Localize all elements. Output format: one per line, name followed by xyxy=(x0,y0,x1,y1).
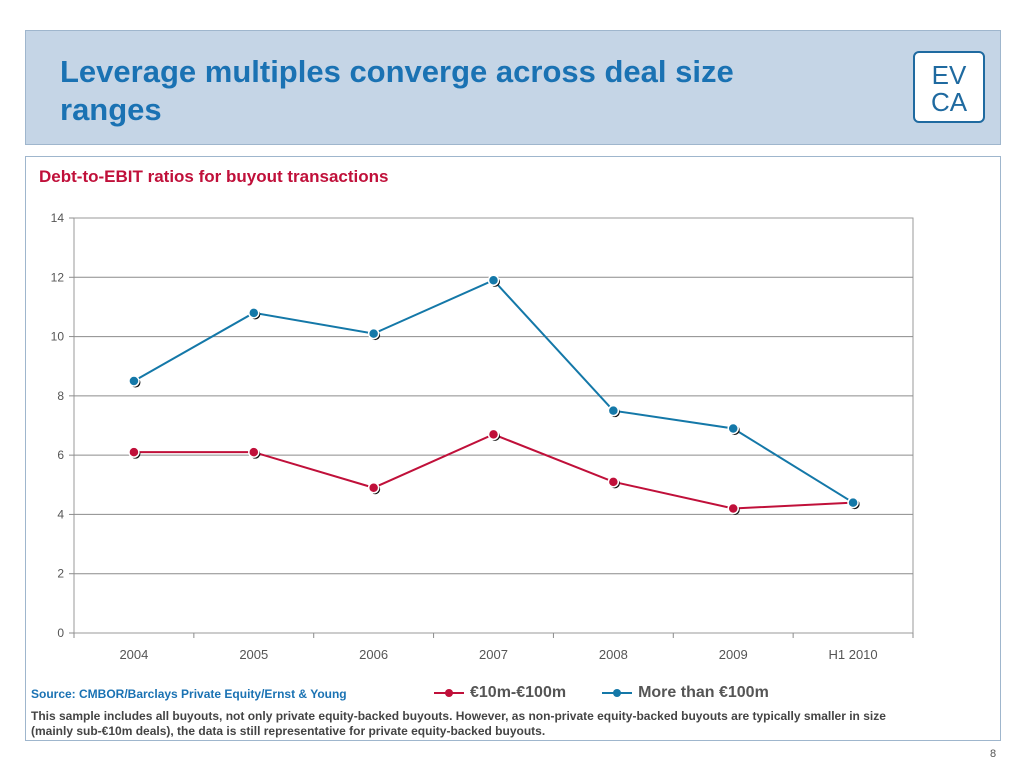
x-tick-label: 2006 xyxy=(359,647,388,662)
data-point-0-0 xyxy=(128,446,140,458)
legend-marker-large-deals xyxy=(602,689,633,697)
legend-label-large-deals: More than €100m xyxy=(638,684,769,701)
logo-bottom-text: CA xyxy=(931,87,968,117)
page-number: 8 xyxy=(990,748,997,760)
source-note: Source: CMBOR/Barclays Private Equity/Er… xyxy=(31,687,347,701)
data-point-1-5 xyxy=(727,422,739,435)
series-line-0 xyxy=(133,433,854,510)
evca-logo-icon: EV CA xyxy=(931,60,968,117)
y-tick-label: 14 xyxy=(51,211,65,225)
data-point-1-3 xyxy=(487,274,500,286)
plot-area xyxy=(73,217,914,634)
legend-label-small-deals: €10m-€100m xyxy=(470,684,567,701)
slide-title: Leverage multiples converge across deal … xyxy=(60,54,734,127)
x-tick-label: H1 2010 xyxy=(828,647,877,662)
y-tick-label: 6 xyxy=(57,448,64,462)
data-point-1-4 xyxy=(607,404,620,417)
data-point-1-0 xyxy=(128,375,140,387)
evca-logo: EV CA xyxy=(913,51,985,123)
y-tick-label: 0 xyxy=(57,626,64,640)
y-tick-label: 10 xyxy=(51,330,65,344)
logo-top-text: EV xyxy=(932,60,967,90)
data-point-0-4 xyxy=(607,476,620,488)
chart-title: Debt-to-EBIT ratios for buyout transacti… xyxy=(39,167,389,186)
y-tick-label: 12 xyxy=(51,270,65,284)
chart-legend: €10m-€100m More than €100m xyxy=(434,683,805,703)
legend-item-large-deals: More than €100m xyxy=(602,684,769,702)
y-tick-label: 2 xyxy=(57,567,64,581)
slide-header: Leverage multiples converge across deal … xyxy=(25,30,1001,145)
data-point-0-5 xyxy=(727,502,739,515)
chart-panel: Debt-to-EBIT ratios for buyout transacti… xyxy=(25,156,1001,741)
data-point-0-2 xyxy=(367,482,380,494)
x-tick-label: 2005 xyxy=(239,647,268,662)
x-tick-label: 2009 xyxy=(719,647,748,662)
data-point-0-1 xyxy=(248,446,260,458)
series-line-1 xyxy=(133,279,854,504)
x-tick-label: 2004 xyxy=(119,647,148,662)
legend-marker-small-deals xyxy=(434,689,464,697)
y-tick-label: 4 xyxy=(57,507,64,521)
y-tick-label: 8 xyxy=(57,389,64,403)
legend-item-small-deals: €10m-€100m xyxy=(434,684,566,702)
data-point-0-3 xyxy=(487,428,500,441)
data-point-1-2 xyxy=(367,327,380,340)
line-chart: 0 2 4 6 8 10 12 14 2004 2005 2006 2007 2008 2009 H1 20… xyxy=(51,211,914,662)
x-tick-label: 2007 xyxy=(479,647,508,662)
x-tick-label: 2008 xyxy=(599,647,628,662)
methodology-note: This sample includes all buyouts, not on… xyxy=(31,709,886,738)
data-point-1-1 xyxy=(248,307,260,319)
data-point-1-6 xyxy=(847,496,859,509)
